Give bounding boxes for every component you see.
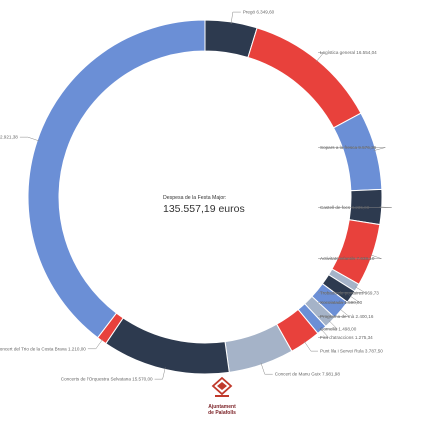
leader-line xyxy=(260,362,273,375)
slice-label: Fira d'atraccions 1.275,34 xyxy=(320,335,373,340)
center-title: Despesa de la Festa Major: xyxy=(163,195,226,201)
donut-slice xyxy=(332,112,383,192)
logo-line-1: Ajuntament xyxy=(208,404,236,410)
logo-text: Ajuntament de Palafolls xyxy=(207,404,237,416)
leader-line xyxy=(318,320,338,330)
slice-label: Cornellà 1.498,00 xyxy=(320,327,357,332)
slice-label: Punt lila i Servei Rula 3.787,50 xyxy=(320,349,383,354)
leader-line xyxy=(318,308,350,317)
leader-line xyxy=(318,328,330,338)
leader-line xyxy=(230,11,241,24)
slice-label: Concerts de l'Orquestra Selvatana 15.570… xyxy=(61,377,153,382)
city-council-logo: Ajuntament de Palafolls xyxy=(207,376,237,417)
slice-label: Activitats infantils 7.638,10 xyxy=(320,256,375,261)
shield-icon xyxy=(211,376,233,397)
leader-line xyxy=(19,136,40,142)
leader-line xyxy=(318,254,382,259)
slice-label: Concert de Manu Guix 7.981,98 xyxy=(275,372,341,377)
leader-line xyxy=(318,206,392,208)
logo-line-2: de Palafolls xyxy=(208,409,236,416)
donut-slice xyxy=(247,27,362,129)
leader-line xyxy=(318,286,367,294)
slice-labels: Pregó 6.349,60 Logística general 16.554,0… xyxy=(0,10,383,382)
slice-label: Trobada de puntaires 969,73 xyxy=(320,290,379,295)
slice-label: Logística general 16.554,04 xyxy=(320,50,377,55)
leader-lines xyxy=(19,11,392,380)
leader-line xyxy=(303,341,318,352)
slice-label: Pregó 6.349,60 xyxy=(243,10,275,15)
slice-label: Concert del Trio de la Costa Brava 1.210… xyxy=(0,346,86,351)
donut-slice xyxy=(27,19,206,339)
leader-line xyxy=(315,52,325,62)
slice-label: Castell de focs 4.235,00 xyxy=(320,205,370,210)
donut-slice xyxy=(105,317,230,375)
slice-label: Sopars a la fresca 9.576,36 xyxy=(320,145,377,150)
leader-line xyxy=(154,367,166,380)
leader-line xyxy=(318,147,386,151)
center-total-value: 135.557,19 euros xyxy=(163,203,245,215)
leader-line xyxy=(87,338,104,350)
slice-label: AterFesta i concerts del Pregó 52.921,38 xyxy=(0,135,18,140)
slice-label: Programa de mà 2.400,16 xyxy=(320,314,374,319)
donut-slices xyxy=(27,19,383,375)
slice-label: Xocolatada 1.590,00 xyxy=(320,300,363,305)
leader-line xyxy=(318,295,361,303)
